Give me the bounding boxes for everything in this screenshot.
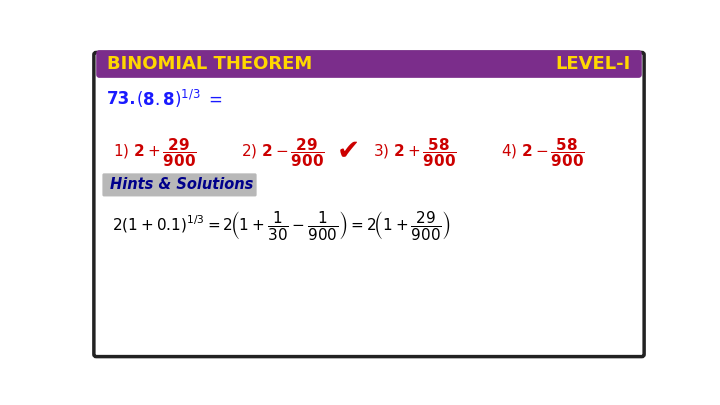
Text: $2)\ \mathbf{2} - \dfrac{\mathbf{29}}{\mathbf{900}}$: $2)\ \mathbf{2} - \dfrac{\mathbf{29}}{\m… — [241, 136, 325, 169]
Text: ✔: ✔ — [336, 137, 360, 165]
Text: $3)\ \mathbf{2} + \dfrac{\mathbf{58}}{\mathbf{900}}$: $3)\ \mathbf{2} + \dfrac{\mathbf{58}}{\m… — [373, 136, 456, 169]
FancyBboxPatch shape — [94, 53, 644, 356]
FancyBboxPatch shape — [102, 173, 256, 196]
Text: 73.: 73. — [107, 90, 137, 108]
Text: LEVEL-I: LEVEL-I — [556, 55, 631, 73]
Text: $2(1+0.1)^{1/3} = 2\!\left(1 + \dfrac{1}{30} - \dfrac{1}{900}\right) = 2\!\left(: $2(1+0.1)^{1/3} = 2\!\left(1 + \dfrac{1}… — [112, 209, 451, 242]
Text: $(\mathbf{8}.\mathbf{8})^{1/3}\ =$: $(\mathbf{8}.\mathbf{8})^{1/3}\ =$ — [137, 87, 223, 110]
Text: BINOMIAL THEOREM: BINOMIAL THEOREM — [107, 55, 312, 73]
FancyBboxPatch shape — [96, 50, 642, 78]
Text: $1)\ \mathbf{2} + \dfrac{\mathbf{29}}{\mathbf{900}}$: $1)\ \mathbf{2} + \dfrac{\mathbf{29}}{\m… — [113, 136, 197, 169]
Text: $4)\ \mathbf{2} - \dfrac{\mathbf{58}}{\mathbf{900}}$: $4)\ \mathbf{2} - \dfrac{\mathbf{58}}{\m… — [500, 136, 585, 169]
Text: Hints & Solutions: Hints & Solutions — [110, 177, 253, 192]
